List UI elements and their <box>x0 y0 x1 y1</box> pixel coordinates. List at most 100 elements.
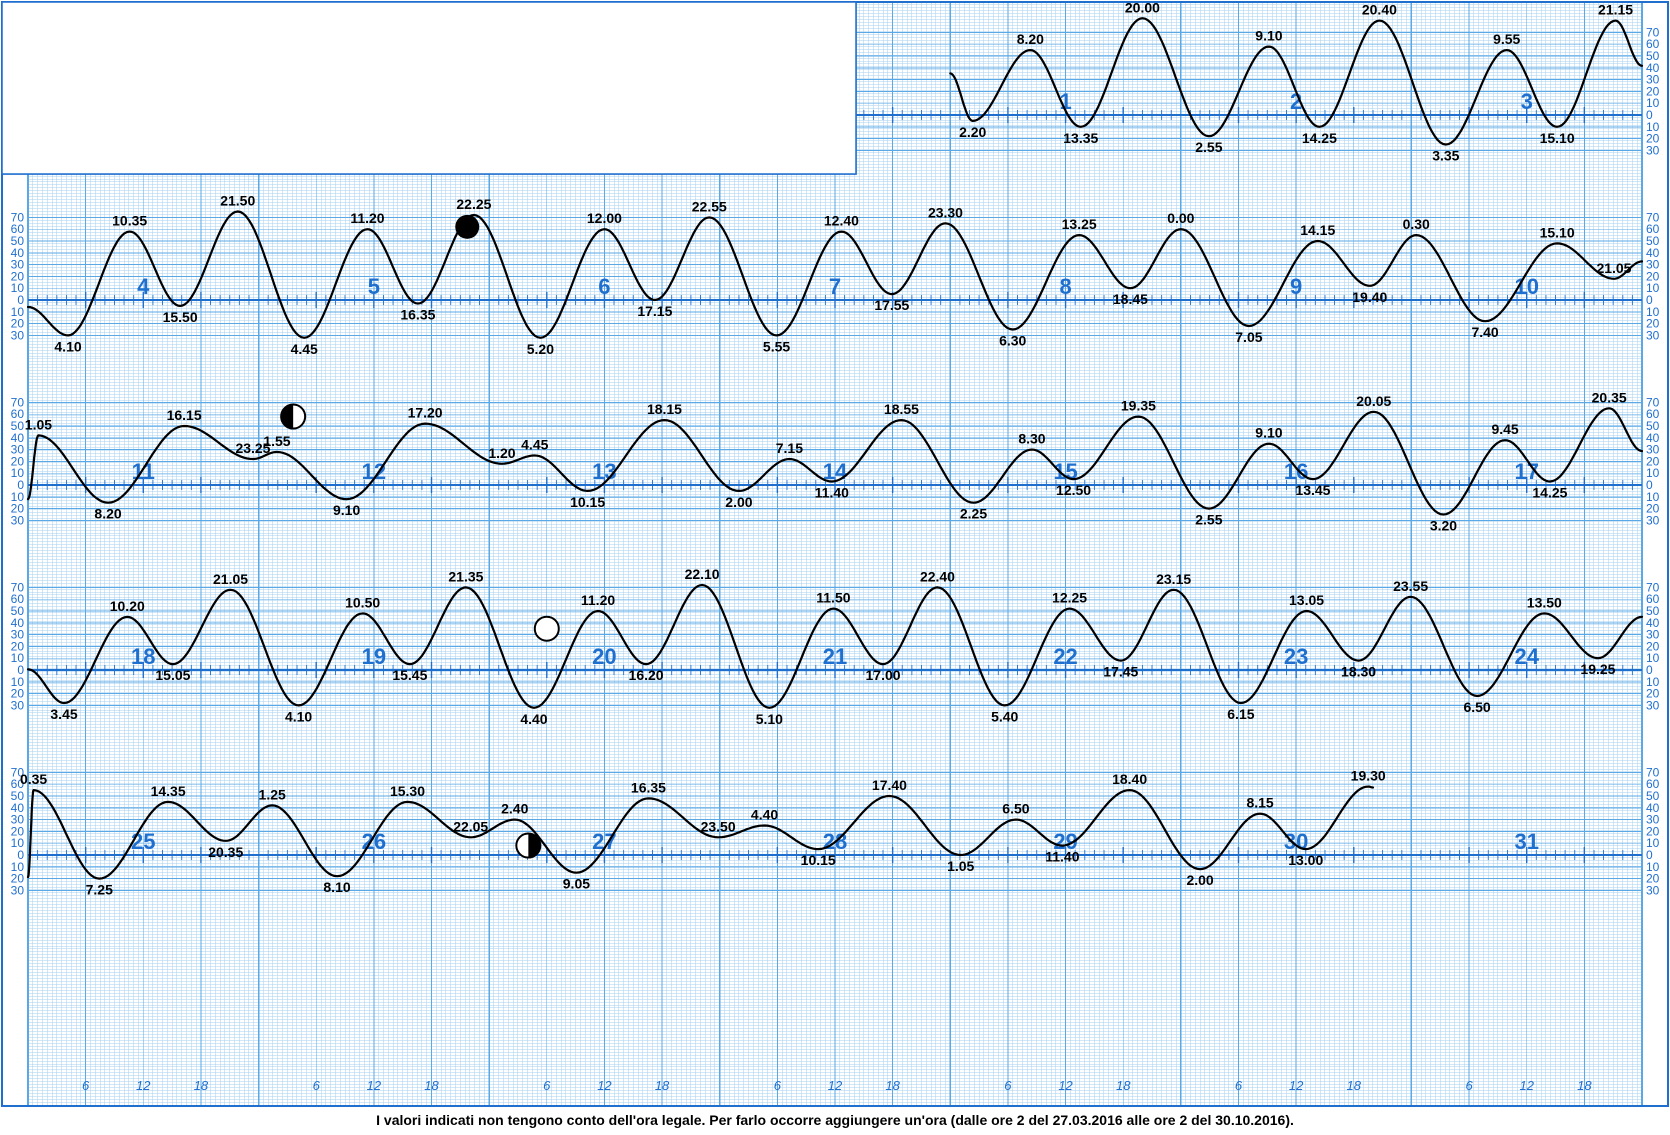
svg-text:5.40: 5.40 <box>991 708 1018 724</box>
svg-text:0.00: 0.00 <box>1167 210 1194 226</box>
svg-text:12.40: 12.40 <box>824 213 859 229</box>
svg-text:4.45: 4.45 <box>291 341 318 357</box>
svg-text:6: 6 <box>1004 1078 1012 1093</box>
svg-text:10.50: 10.50 <box>345 594 380 610</box>
svg-text:23.50: 23.50 <box>701 818 736 834</box>
svg-text:15.10: 15.10 <box>1540 224 1575 240</box>
svg-text:13.00: 13.00 <box>1288 852 1323 868</box>
svg-text:23: 23 <box>1284 644 1308 669</box>
svg-text:4: 4 <box>137 274 150 299</box>
svg-text:10.15: 10.15 <box>801 852 836 868</box>
svg-text:12: 12 <box>1289 1078 1304 1093</box>
svg-text:22.25: 22.25 <box>456 196 491 212</box>
svg-text:20: 20 <box>592 644 616 669</box>
svg-text:22.55: 22.55 <box>692 198 727 214</box>
svg-text:30: 30 <box>1646 513 1660 527</box>
svg-text:18: 18 <box>131 644 155 669</box>
svg-text:15.50: 15.50 <box>163 309 198 325</box>
svg-text:18: 18 <box>1577 1078 1592 1093</box>
svg-text:16.35: 16.35 <box>400 307 435 323</box>
svg-text:18.30: 18.30 <box>1341 664 1376 680</box>
svg-text:2.40: 2.40 <box>501 801 528 817</box>
svg-text:1.20: 1.20 <box>488 445 515 461</box>
svg-text:4.10: 4.10 <box>54 338 81 354</box>
svg-text:5: 5 <box>368 274 380 299</box>
svg-text:30: 30 <box>11 328 25 342</box>
svg-text:10.35: 10.35 <box>112 213 147 229</box>
svg-text:11.20: 11.20 <box>350 210 384 226</box>
svg-text:14.25: 14.25 <box>1532 484 1567 500</box>
svg-text:6: 6 <box>82 1078 90 1093</box>
svg-text:18: 18 <box>1347 1078 1362 1093</box>
svg-text:7.25: 7.25 <box>86 882 113 898</box>
svg-text:11.50: 11.50 <box>816 590 850 606</box>
svg-text:2.00: 2.00 <box>1186 872 1213 888</box>
svg-text:2.00: 2.00 <box>725 494 752 510</box>
svg-text:21.05: 21.05 <box>213 571 248 587</box>
svg-text:6: 6 <box>774 1078 782 1093</box>
svg-text:14.25: 14.25 <box>1302 130 1337 146</box>
svg-text:10.15: 10.15 <box>570 494 605 510</box>
svg-text:7: 7 <box>829 274 841 299</box>
svg-text:6: 6 <box>1235 1078 1243 1093</box>
svg-text:13.50: 13.50 <box>1527 594 1562 610</box>
svg-text:13.05: 13.05 <box>1289 592 1324 608</box>
svg-text:9.10: 9.10 <box>1255 28 1282 44</box>
svg-text:20.00: 20.00 <box>1125 0 1160 15</box>
svg-text:18.55: 18.55 <box>884 401 919 417</box>
svg-text:21.35: 21.35 <box>448 568 483 584</box>
svg-text:4.40: 4.40 <box>751 807 778 823</box>
svg-text:4.45: 4.45 <box>521 437 548 453</box>
svg-text:23.15: 23.15 <box>1156 571 1191 587</box>
svg-text:8.15: 8.15 <box>1246 795 1273 811</box>
svg-text:21.05: 21.05 <box>1596 260 1631 276</box>
svg-text:19.35: 19.35 <box>1121 398 1156 414</box>
svg-text:3.45: 3.45 <box>50 706 77 722</box>
svg-text:18.45: 18.45 <box>1113 291 1148 307</box>
svg-text:3.20: 3.20 <box>1430 518 1457 534</box>
svg-text:7.15: 7.15 <box>776 440 803 456</box>
svg-text:17.40: 17.40 <box>872 777 907 793</box>
svg-text:18: 18 <box>194 1078 209 1093</box>
svg-text:1.25: 1.25 <box>259 786 286 802</box>
svg-text:I valori indicati non tengono: I valori indicati non tengono conto dell… <box>376 1112 1294 1128</box>
svg-text:22.40: 22.40 <box>920 568 955 584</box>
svg-text:2.55: 2.55 <box>1195 512 1222 528</box>
svg-text:16.15: 16.15 <box>167 407 202 423</box>
svg-text:30: 30 <box>1646 143 1660 157</box>
svg-text:2.25: 2.25 <box>960 506 987 522</box>
svg-text:20.05: 20.05 <box>1356 393 1391 409</box>
svg-text:12: 12 <box>828 1078 843 1093</box>
svg-text:12: 12 <box>1519 1078 1534 1093</box>
svg-text:3: 3 <box>1521 89 1533 114</box>
svg-text:12: 12 <box>1058 1078 1073 1093</box>
svg-text:14.35: 14.35 <box>151 783 186 799</box>
svg-text:11.40: 11.40 <box>1045 849 1079 865</box>
svg-text:16.20: 16.20 <box>629 667 664 683</box>
svg-text:22: 22 <box>1053 644 1077 669</box>
svg-text:9.55: 9.55 <box>1493 31 1520 47</box>
svg-text:7.40: 7.40 <box>1471 324 1498 340</box>
svg-text:4.10: 4.10 <box>285 708 312 724</box>
svg-text:13: 13 <box>592 459 616 484</box>
svg-text:12: 12 <box>136 1078 151 1093</box>
svg-text:22.10: 22.10 <box>685 566 720 582</box>
svg-text:2.55: 2.55 <box>1195 139 1222 155</box>
svg-text:31: 31 <box>1514 829 1538 854</box>
svg-text:19.30: 19.30 <box>1351 768 1386 784</box>
svg-text:21.50: 21.50 <box>220 193 255 209</box>
svg-text:8.30: 8.30 <box>1018 431 1045 447</box>
svg-text:17.15: 17.15 <box>637 303 672 319</box>
svg-text:12.00: 12.00 <box>587 210 622 226</box>
svg-text:18: 18 <box>1116 1078 1131 1093</box>
svg-text:20.40: 20.40 <box>1362 2 1397 18</box>
svg-text:0.30: 0.30 <box>1403 216 1430 232</box>
svg-text:15.10: 15.10 <box>1540 130 1575 146</box>
svg-text:30: 30 <box>11 883 25 897</box>
svg-text:12.50: 12.50 <box>1056 482 1091 498</box>
svg-text:9.05: 9.05 <box>563 876 590 892</box>
svg-text:9: 9 <box>1290 274 1302 299</box>
svg-text:16.35: 16.35 <box>631 779 666 795</box>
svg-text:12.25: 12.25 <box>1052 590 1087 606</box>
svg-text:24: 24 <box>1514 644 1539 669</box>
